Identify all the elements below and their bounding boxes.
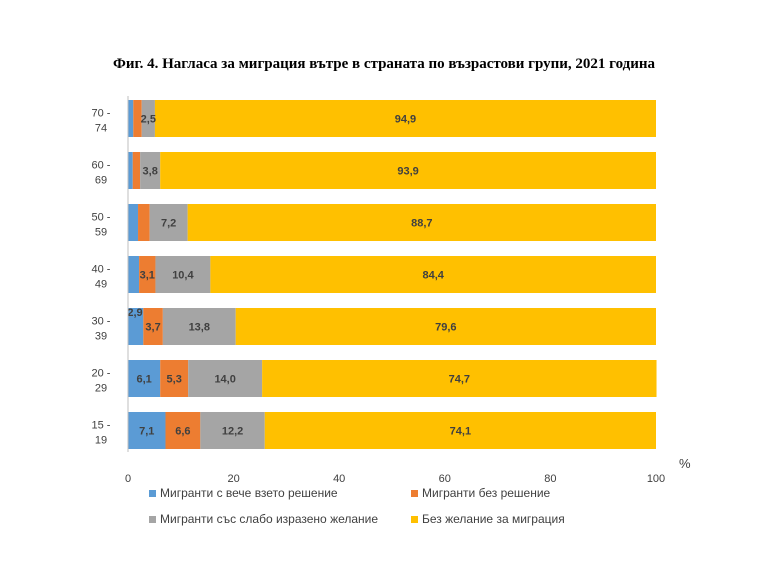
legend-label: Мигранти без решение <box>422 486 551 500</box>
legend-label: Мигранти със слабо изразено желание <box>160 512 378 526</box>
bar-segment <box>133 100 142 137</box>
x-tick-labels-group: 0 20 40 60 80 100 <box>125 473 665 485</box>
bar-segment <box>139 256 156 293</box>
data-label: 88,7 <box>411 218 432 230</box>
legend-swatch <box>149 516 156 523</box>
data-label: 3,8 <box>143 166 158 178</box>
category-label: 20 -29 <box>92 368 111 395</box>
data-label: 6,1 <box>136 374 151 386</box>
data-label: 7,1 <box>139 426 154 438</box>
value-labels-group: 2,5 94,9 3,8 93,9 7,2 88,7 3,1 10,4 84,4 2,93,7 13… <box>127 114 471 438</box>
x-tick-label: 40 <box>333 473 345 485</box>
x-tick-label: 0 <box>125 473 131 485</box>
bar-segment <box>143 308 163 345</box>
bar-segment <box>138 204 150 241</box>
legend-swatch <box>411 516 418 523</box>
category-label: 70 -74 <box>92 108 111 135</box>
bar-segment <box>162 308 236 345</box>
bar-segment <box>140 152 161 189</box>
category-label: 50 -59 <box>92 212 111 239</box>
bar-segment <box>128 256 140 293</box>
data-label: 94,9 <box>395 114 416 126</box>
data-label: 3,1 <box>140 270 155 282</box>
x-tick-label: 80 <box>544 473 556 485</box>
data-label: 6,6 <box>175 426 190 438</box>
bar-segment <box>128 204 139 241</box>
chart-title: Фиг. 4. Нагласа за миграция вътре в стра… <box>112 56 656 72</box>
legend-label: Без желание за миграция <box>422 512 565 526</box>
data-label: 74,7 <box>449 374 470 386</box>
legend-swatch <box>149 490 156 497</box>
x-unit-label: % <box>679 456 691 471</box>
bar-segment <box>187 204 656 241</box>
x-tick-label: 100 <box>647 473 665 485</box>
data-label: 13,8 <box>189 322 210 334</box>
legend-swatch <box>411 490 418 497</box>
x-tick-label: 20 <box>227 473 239 485</box>
category-label: 15 -19 <box>92 420 111 447</box>
bar-segment <box>128 360 161 397</box>
bar-segment <box>128 412 166 449</box>
data-label: 2,5 <box>141 114 156 126</box>
data-label: 10,4 <box>172 270 194 282</box>
data-label: 14,0 <box>214 374 235 386</box>
bar-segment <box>155 256 211 293</box>
bar-segment <box>262 360 657 397</box>
bar-segment <box>188 360 263 397</box>
bar-segment <box>149 204 188 241</box>
data-label: 74,1 <box>450 426 471 438</box>
legend-label: Мигранти с вече взето решение <box>160 486 338 500</box>
data-label: 79,6 <box>435 322 456 334</box>
category-label: 30 -39 <box>92 316 111 343</box>
bar-segment <box>141 100 155 137</box>
category-label: 60 -69 <box>92 160 111 187</box>
bar-segment <box>132 152 141 189</box>
bar-segment <box>165 412 201 449</box>
category-label: 40 -49 <box>92 264 111 291</box>
data-label: 93,9 <box>397 166 418 178</box>
data-label: 7,2 <box>161 218 176 230</box>
bar-segment <box>128 308 144 345</box>
bars-group <box>128 100 657 449</box>
data-label: 3,7 <box>145 322 160 334</box>
legend: Мигранти с вече взето решение Мигранти бе… <box>149 486 565 526</box>
bar-segment <box>154 100 657 137</box>
data-label: 12,2 <box>222 426 243 438</box>
data-label: 84,4 <box>422 270 444 282</box>
bar-segment <box>264 412 656 449</box>
bar-segment <box>160 152 656 189</box>
bar-segment <box>210 256 657 293</box>
data-label: 2,9 <box>127 307 142 319</box>
bar-segment <box>200 412 265 449</box>
bar-segment <box>235 308 656 345</box>
x-tick-label: 60 <box>439 473 451 485</box>
bar-segment <box>128 152 133 189</box>
bar-segment <box>128 100 134 137</box>
bar-segment <box>160 360 189 397</box>
y-tick-labels-group: 70 -74 60 -69 50 -59 40 -49 30 -39 20 -29 15 -… <box>92 108 111 447</box>
data-label: 5,3 <box>167 374 182 386</box>
